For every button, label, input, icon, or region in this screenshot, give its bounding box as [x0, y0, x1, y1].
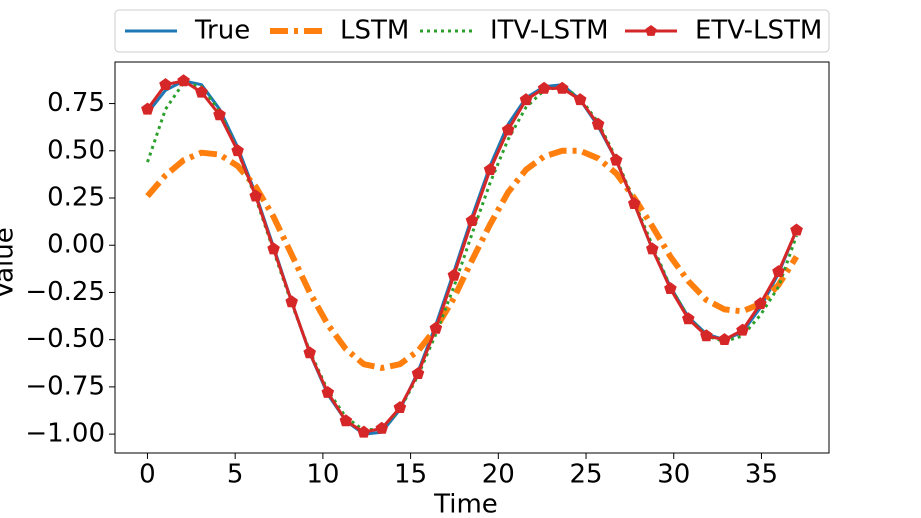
series-marker: [664, 282, 677, 294]
legend-marker: [645, 25, 657, 36]
series-marker: [736, 323, 749, 336]
series-marker: [357, 425, 371, 438]
y-tick-label: 0.00: [47, 230, 105, 260]
series-marker: [591, 117, 605, 130]
series-marker: [790, 223, 803, 236]
x-tick-label: 35: [745, 460, 778, 490]
series-marker: [700, 329, 713, 342]
series-marker: [754, 297, 767, 310]
series-marker: [213, 108, 226, 121]
legend: True LSTM ITV-LSTM ETV-LSTM: [114, 9, 830, 53]
series-marker: [321, 385, 335, 398]
series-marker: [483, 163, 497, 175]
series-marker: [519, 93, 533, 106]
series-marker: [646, 242, 659, 255]
series-marker: [537, 81, 551, 94]
series-marker: [447, 268, 461, 281]
y-tick-label: 0.50: [47, 135, 105, 165]
series-marker: [411, 367, 425, 379]
x-axis-label: Time: [433, 490, 498, 518]
series-marker: [573, 93, 587, 106]
x-tick-label: 5: [227, 460, 244, 490]
series-marker: [231, 144, 244, 157]
series-marker: [177, 74, 190, 87]
series-marker: [465, 214, 479, 226]
series-marker: [249, 189, 262, 202]
legend-label: ETV-LSTM: [695, 16, 822, 46]
y-tick-label: −0.75: [25, 371, 105, 401]
y-tick-label: 0.25: [47, 183, 105, 213]
series-marker: [141, 102, 154, 115]
series-marker: [303, 346, 316, 359]
series-marker: [628, 197, 641, 209]
legend-label: LSTM: [340, 16, 409, 46]
series-marker: [555, 81, 569, 94]
legend-label: ITV-LSTM: [490, 16, 609, 46]
y-tick-label: 0.75: [47, 88, 105, 118]
y-tick-label: −0.25: [25, 277, 105, 307]
series-marker: [285, 295, 298, 308]
series-marker: [682, 312, 695, 325]
x-tick-label: 10: [306, 460, 339, 490]
plot-area: [114, 61, 830, 454]
series-marker: [195, 85, 208, 98]
series-marker: [339, 414, 353, 427]
x-tick-label: 30: [657, 460, 690, 490]
legend-label: True: [194, 16, 250, 46]
series-marker: [375, 421, 389, 434]
series-marker: [429, 321, 443, 334]
series-marker: [267, 242, 280, 255]
y-tick-label: −0.50: [25, 324, 105, 354]
series-marker: [718, 333, 731, 345]
series-line: [145, 147, 800, 371]
x-tick-label: 25: [569, 460, 602, 490]
y-axis-label: Value: [0, 227, 20, 298]
series-marker: [772, 265, 785, 277]
series-marker: [501, 123, 515, 136]
x-tick-label: 15: [394, 460, 427, 490]
series-marker: [609, 153, 623, 166]
y-tick-label: −1.00: [25, 419, 105, 449]
x-tick-label: 20: [482, 460, 515, 490]
series-marker: [393, 401, 407, 413]
x-tick-label: 0: [139, 460, 156, 490]
series-marker: [159, 78, 172, 90]
